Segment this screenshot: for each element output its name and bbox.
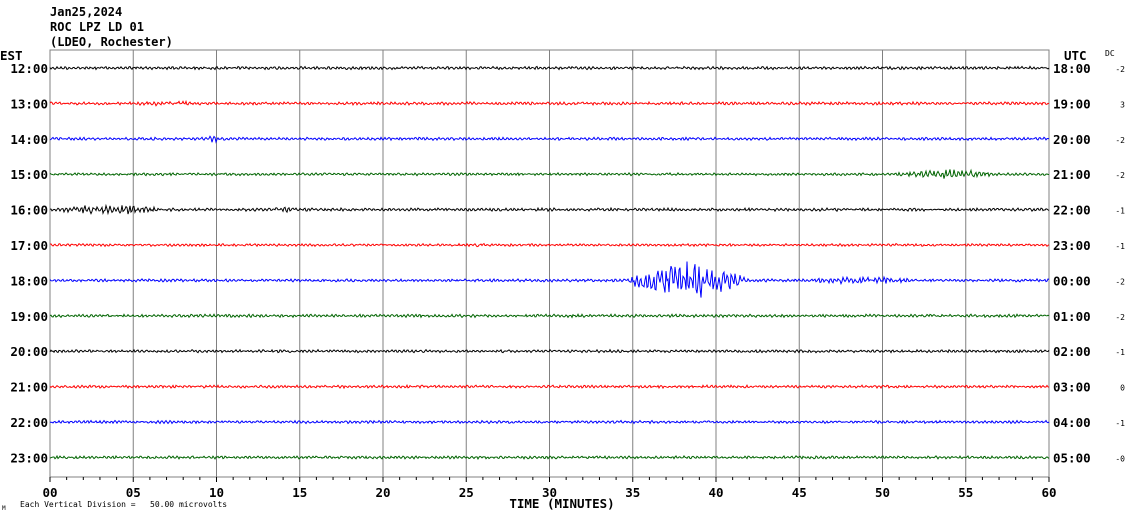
dc-offset-label: 0	[1120, 384, 1125, 393]
trace-row-2	[49, 135, 1050, 144]
utc-time-label: 21:00	[1053, 167, 1091, 182]
trace-row-10	[49, 419, 1050, 425]
x-tick-label: 55	[958, 485, 973, 500]
dc-offset-label: -2	[1115, 65, 1125, 74]
trace-row-3	[49, 168, 1050, 179]
x-tick-label: 10	[209, 485, 224, 500]
trace-row-8	[49, 348, 1050, 354]
utc-time-label: 19:00	[1053, 96, 1091, 111]
est-time-label: 15:00	[10, 167, 48, 182]
dc-offset-label: -2	[1115, 136, 1125, 145]
trace-row-6	[49, 261, 1050, 298]
dc-offset-label: -2	[1115, 313, 1125, 322]
x-tick-label: 60	[1041, 485, 1056, 500]
trace-row-0	[49, 65, 1050, 71]
utc-time-label: 00:00	[1053, 273, 1091, 288]
utc-axis-title: UTC	[1064, 48, 1087, 63]
x-tick-label: 45	[792, 485, 807, 500]
utc-time-label: 01:00	[1053, 309, 1091, 324]
est-time-label: 16:00	[10, 203, 48, 218]
est-time-label: 12:00	[10, 61, 48, 76]
x-tick-label: 15	[292, 485, 307, 500]
utc-time-label: 02:00	[1053, 344, 1091, 359]
x-tick-label: 40	[708, 485, 723, 500]
trace-row-5	[49, 242, 1050, 248]
dc-column-title: DC	[1105, 49, 1115, 58]
dc-offset-label: -1	[1115, 207, 1125, 216]
trace-row-4	[49, 203, 1050, 216]
est-time-label: 14:00	[10, 132, 48, 147]
dc-offset-label: -1	[1115, 242, 1125, 251]
utc-time-label: 20:00	[1053, 132, 1091, 147]
est-time-label: 21:00	[10, 380, 48, 395]
x-tick-label: 05	[126, 485, 141, 500]
utc-time-label: 23:00	[1053, 238, 1091, 253]
dc-offset-label: -1	[1115, 419, 1125, 428]
est-axis-title: EST	[0, 48, 23, 63]
est-time-label: 13:00	[10, 96, 48, 111]
est-time-label: 17:00	[10, 238, 48, 253]
dc-offset-label: -1	[1115, 348, 1125, 357]
scale-note: Each Vertical Division = 50.00 microvolt…	[20, 500, 227, 509]
est-time-label: 22:00	[10, 415, 48, 430]
x-tick-label: 35	[625, 485, 640, 500]
x-tick-label: 20	[375, 485, 390, 500]
est-time-label: 19:00	[10, 309, 48, 324]
utc-time-label: 18:00	[1053, 61, 1091, 76]
x-tick-label: 30	[542, 485, 557, 500]
est-time-label: 20:00	[10, 344, 48, 359]
est-time-label: 18:00	[10, 273, 48, 288]
trace-row-11	[49, 454, 1050, 460]
utc-time-label: 22:00	[1053, 203, 1091, 218]
trace-row-1	[49, 99, 1050, 107]
dc-offset-label: -0	[1115, 454, 1125, 463]
dc-offset-label: 3	[1120, 100, 1125, 109]
utc-time-label: 03:00	[1053, 380, 1091, 395]
trace-row-9	[49, 384, 1050, 390]
utc-time-label: 05:00	[1053, 450, 1091, 465]
dc-offset-label: -2	[1115, 171, 1125, 180]
trace-row-7	[49, 313, 1050, 319]
x-axis-label: TIME (MINUTES)	[509, 496, 614, 511]
x-tick-label: 00	[42, 485, 57, 500]
date-label: Jan25,2024	[50, 5, 122, 19]
corner-mark: M	[2, 505, 6, 512]
network-label: (LDEO, Rochester)	[50, 35, 173, 49]
station-label: ROC LPZ LD 01	[50, 20, 144, 34]
dc-offset-label: -2	[1115, 277, 1125, 286]
est-time-label: 23:00	[10, 450, 48, 465]
x-tick-label: 50	[875, 485, 890, 500]
utc-time-label: 04:00	[1053, 415, 1091, 430]
x-tick-label: 25	[459, 485, 474, 500]
